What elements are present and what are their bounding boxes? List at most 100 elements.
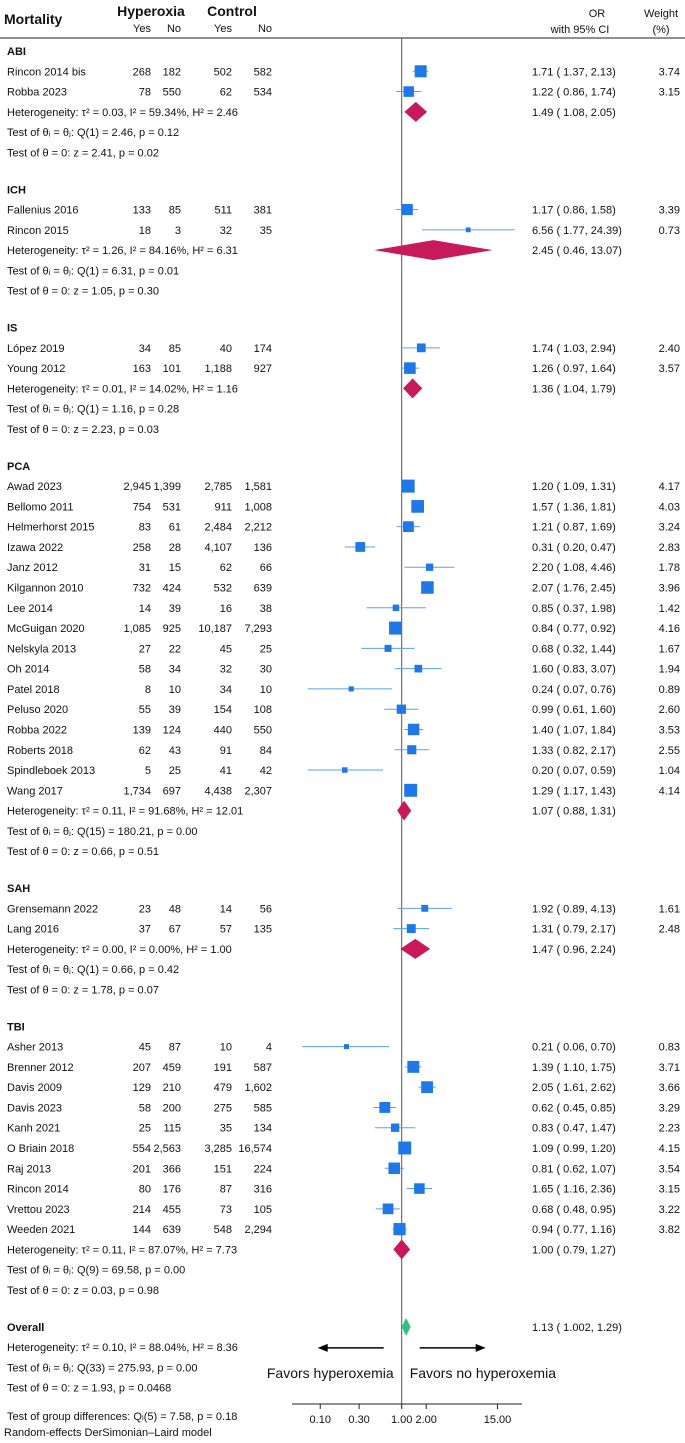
hyperoxia-yes-cell: 207 (133, 1062, 151, 1074)
study-marker-ich-0 (401, 203, 413, 216)
study-marker-tbi-7 (414, 1183, 425, 1194)
weight-label: 2.60 (659, 704, 680, 716)
study-name: Robba 2022 (7, 724, 67, 736)
or-ci-label: 0.83 ( 0.47, 1.47) (532, 1123, 616, 1135)
control-yes-cell: 45 (220, 643, 232, 655)
hyperoxia-yes-cell: 58 (139, 1102, 151, 1114)
hyperoxia-yes-cell: 144 (133, 1224, 151, 1236)
group-differences-test: Test of group differences: Qₗ(5) = 7.58,… (7, 1411, 237, 1423)
control-yes-cell: 14 (220, 903, 232, 915)
control-yes-cell: 32 (220, 225, 232, 237)
weight-label: 3.22 (659, 1204, 680, 1216)
study-name: Lang 2016 (7, 924, 59, 936)
study-marker-pca-4 (425, 563, 434, 571)
heterogeneity-sah: Heterogeneity: τ² = 0.00, I² = 0.00%, H²… (7, 944, 232, 956)
study-name: Kanh 2021 (7, 1123, 60, 1135)
hyperoxia-no-cell: 925 (163, 623, 181, 635)
control-yes-cell: 532 (214, 583, 232, 595)
weight-label: 1.67 (659, 643, 680, 655)
header-hyperoxia-no: No (167, 23, 181, 35)
study-marker-tbi-9 (393, 1223, 406, 1236)
or-ci-label: 0.81 ( 0.62, 1.07) (532, 1163, 616, 1175)
weight-label: 3.39 (659, 205, 680, 217)
study-name: Fallenius 2016 (7, 205, 79, 217)
weight-label: 2.48 (659, 924, 680, 936)
header-hyperoxia-yes: Yes (133, 23, 151, 35)
weight-label: 3.57 (659, 363, 680, 375)
study-marker-pca-7 (389, 621, 403, 635)
control-yes-cell: 57 (220, 924, 232, 936)
pooled-diamond-abi (404, 101, 428, 122)
or-ci-label: 1.17 ( 0.86, 1.58) (532, 205, 616, 217)
pooled-or-label-is: 1.36 ( 1.04, 1.79) (532, 383, 616, 395)
or-ci-label: 1.09 ( 0.99, 1.20) (532, 1143, 616, 1155)
control-yes-cell: 502 (214, 66, 232, 78)
hyperoxia-yes-cell: 133 (133, 205, 151, 217)
study-name: Rincon 2015 (7, 225, 69, 237)
pooled-or-label-abi: 1.49 ( 1.08, 2.05) (532, 107, 616, 119)
or-ci-label: 0.62 ( 0.45, 0.85) (532, 1102, 616, 1114)
control-yes-cell: 87 (220, 1184, 232, 1196)
control-no-cell: 639 (254, 583, 272, 595)
hyperoxia-no-cell: 1,399 (153, 481, 181, 493)
control-no-cell: 381 (254, 205, 272, 217)
study-name: Kilgannon 2010 (7, 583, 83, 595)
subgroup-title-ich: ICH (7, 184, 26, 196)
study-name: Davis 2023 (7, 1102, 62, 1114)
hyperoxia-no-cell: 22 (169, 643, 181, 655)
or-ci-label: 0.20 ( 0.07, 0.59) (532, 765, 616, 777)
control-yes-cell: 40 (220, 343, 232, 355)
x-tick-label: 0.10 (310, 1414, 331, 1426)
weight-label: 4.14 (659, 785, 680, 797)
control-no-cell: 105 (254, 1204, 272, 1216)
study-marker-tbi-1 (407, 1060, 420, 1073)
hyperoxia-yes-cell: 8 (145, 684, 151, 696)
pooled-diamond-sah (400, 938, 431, 959)
control-no-cell: 316 (254, 1184, 272, 1196)
or-ci-label: 1.22 ( 0.86, 1.74) (532, 87, 616, 99)
favors-right-label: Favors no hyperoxemia (410, 1365, 557, 1381)
hyperoxia-no-cell: 43 (169, 745, 181, 757)
control-no-cell: 550 (254, 724, 272, 736)
study-name: Vrettou 2023 (7, 1204, 70, 1216)
study-marker-is-1 (404, 362, 416, 374)
or-ci-label: 1.21 ( 0.87, 1.69) (532, 522, 616, 534)
heterogeneity-tbi: Heterogeneity: τ² = 0.11, I² = 87.07%, H… (7, 1244, 237, 1256)
hyperoxia-no-cell: 3 (175, 225, 181, 237)
control-yes-cell: 154 (214, 704, 232, 716)
hyperoxia-yes-cell: 1,734 (123, 785, 151, 797)
weight-label: 0.83 (659, 1042, 680, 1054)
control-yes-cell: 10,187 (198, 623, 232, 635)
study-marker-pca-6 (392, 604, 400, 612)
effect-test-abi: Test of θ = 0: z = 2.41, p = 0.02 (7, 147, 159, 159)
homogeneity-test-pca: Test of θᵢ = θⱼ: Q(15) = 180.21, p = 0.0… (7, 826, 197, 838)
x-tick-label: 15.00 (484, 1414, 512, 1426)
control-no-cell: 84 (260, 745, 272, 757)
effect-test-ich: Test of θ = 0: z = 1.05, p = 0.30 (7, 286, 159, 298)
hyperoxia-yes-cell: 732 (133, 583, 151, 595)
plot-marks-layer (302, 65, 515, 1352)
study-name: Young 2012 (7, 363, 65, 375)
overall-effect-test: Test of θ = 0: z = 1.93, p = 0.0468 (7, 1383, 171, 1395)
study-marker-pca-2 (403, 521, 414, 533)
hyperoxia-yes-cell: 55 (139, 704, 151, 716)
control-no-cell: 134 (254, 1123, 272, 1135)
pooled-or-label-pca: 1.07 ( 0.88, 1.31) (532, 806, 616, 818)
header-hyperoxia: Hyperoxia (117, 3, 185, 19)
hyperoxia-no-cell: 115 (163, 1123, 181, 1135)
heterogeneity-is: Heterogeneity: τ² = 0.01, I² = 14.02%, H… (7, 383, 238, 395)
weight-label: 1.78 (659, 562, 680, 574)
control-no-cell: 1,602 (244, 1082, 272, 1094)
control-no-cell: 136 (254, 542, 272, 554)
hyperoxia-no-cell: 124 (163, 724, 181, 736)
control-yes-cell: 911 (214, 501, 232, 513)
plot-frame-layer (0, 37, 685, 1409)
header-weight-unit: (%) (652, 24, 669, 36)
hyperoxia-yes-cell: 83 (139, 522, 151, 534)
pooled-or-label-sah: 1.47 ( 0.96, 2.24) (532, 944, 616, 956)
effect-test-tbi: Test of θ = 0: z = 0.03, p = 0.98 (7, 1285, 159, 1297)
hyperoxia-no-cell: 210 (163, 1082, 181, 1094)
study-marker-ich-1 (465, 227, 471, 233)
weight-label: 3.54 (659, 1163, 680, 1175)
